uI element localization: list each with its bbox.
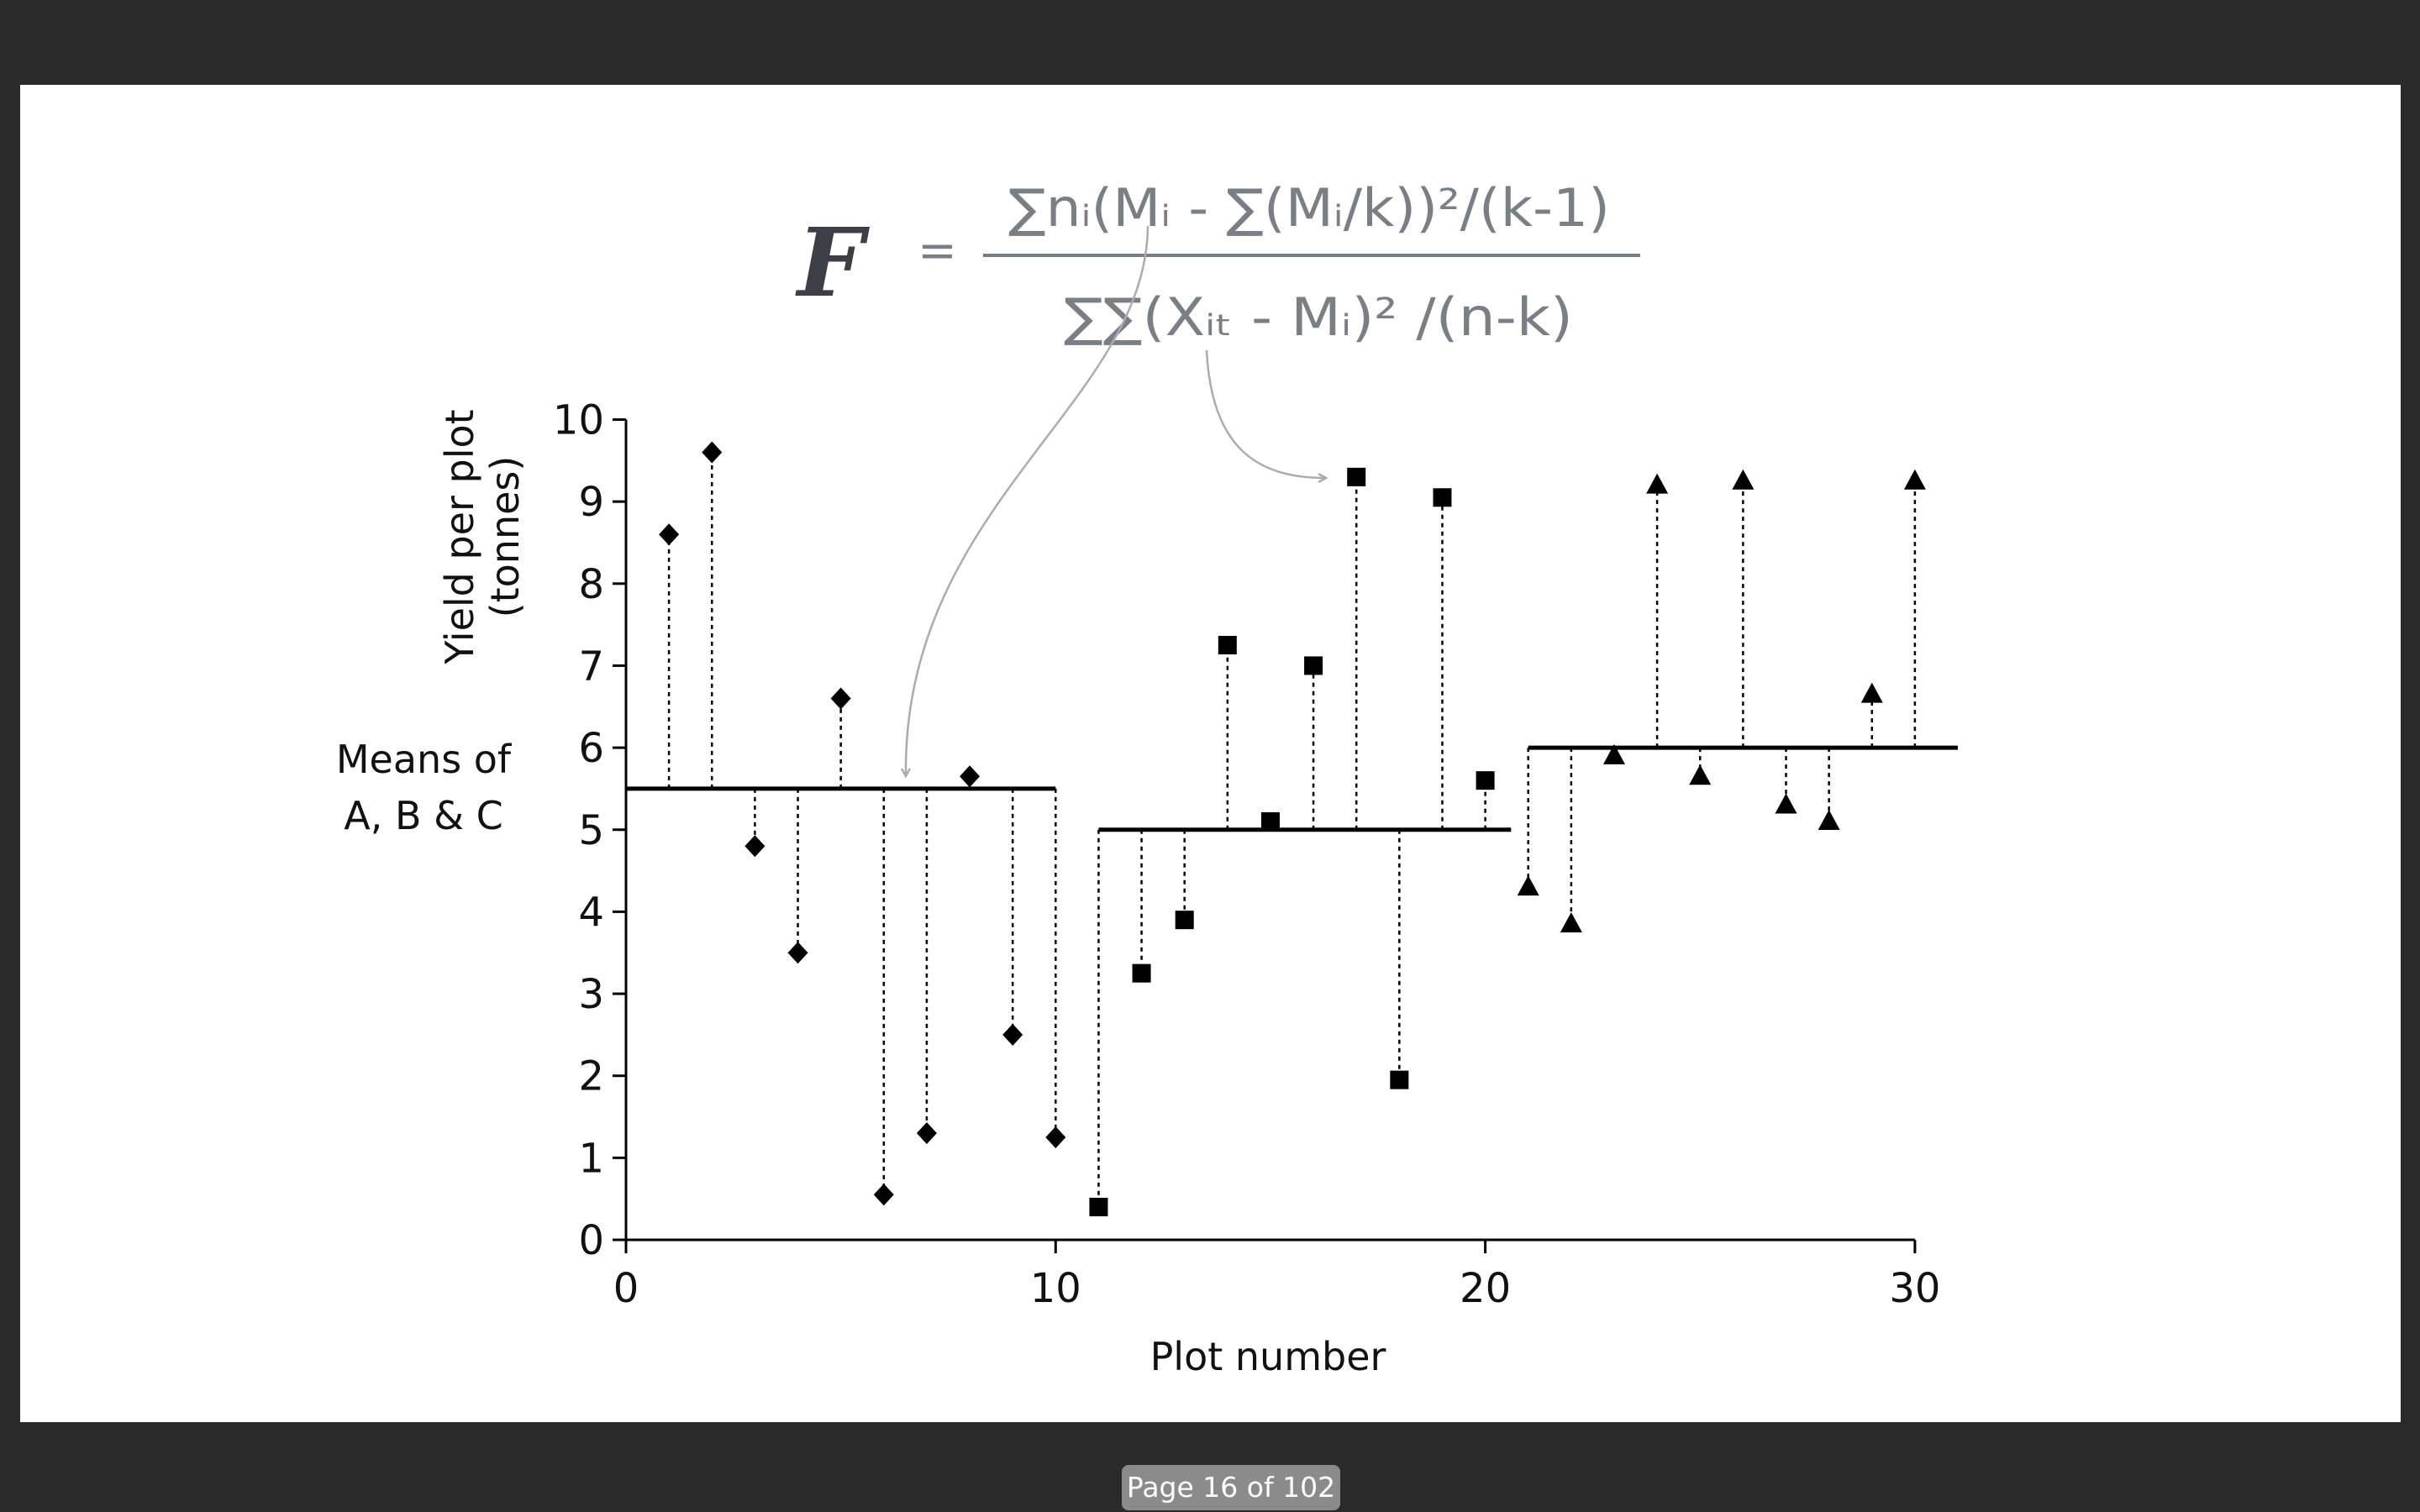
y-tick-label: 7: [578, 643, 604, 690]
chart: F = ∑nᵢ(Mᵢ - ∑(Mᵢ/k))²/(k-1) ∑∑(Xᵢₜ - Mᵢ…: [336, 177, 1959, 1379]
data-point-a-3: [744, 835, 765, 858]
data-point-a-7: [916, 1122, 937, 1145]
data-point-b-16: [1304, 656, 1323, 675]
data-point-a-1: [659, 523, 680, 546]
x-tick-label: 0: [613, 1265, 639, 1312]
data-point-b-18: [1390, 1070, 1409, 1089]
f-statistic-formula: F = ∑nᵢ(Mᵢ - ∑(Mᵢ/k))²/(k-1) ∑∑(Xᵢₜ - Mᵢ…: [795, 177, 1640, 776]
data-point-b-20: [1476, 771, 1495, 790]
residual-lines: [667, 452, 1917, 1207]
x-tick-label: 30: [1889, 1265, 1940, 1312]
data-point-c-28: [1818, 809, 1840, 830]
y-tick-label: 3: [578, 971, 604, 1018]
arrow-to-observations: [1205, 349, 1326, 478]
data-point-b-12: [1132, 963, 1151, 983]
data-point-c-22: [1560, 912, 1582, 933]
data-point-b-17: [1347, 467, 1366, 486]
data-point-b-11: [1089, 1197, 1108, 1216]
data-point-b-14: [1218, 636, 1237, 655]
y-tick-label: 9: [578, 479, 604, 526]
means-label-line-2: A, B & C: [344, 793, 503, 838]
y-tick-label: 1: [578, 1135, 604, 1182]
y-tick-label: 5: [578, 807, 604, 854]
y-tick-label: 6: [578, 725, 604, 772]
y-tick-label: 10: [553, 397, 604, 444]
page-indicator: Page 16 of 102: [1122, 1465, 1340, 1510]
data-point-c-29: [1860, 682, 1883, 703]
data-point-c-30: [1903, 469, 1926, 490]
data-point-a-8: [960, 765, 981, 788]
y-tick-label: 2: [578, 1053, 604, 1100]
y-axis-label: Yield per plot (tonnes): [437, 409, 528, 664]
x-tick-label: 20: [1460, 1265, 1511, 1312]
y-tick-label: 4: [578, 889, 604, 936]
data-point-c-26: [1732, 469, 1754, 490]
data-points: [659, 441, 1926, 1216]
y-axis-label-line-2: (tonnes): [482, 456, 528, 618]
slide: F = ∑nᵢ(Mᵢ - ∑(Mᵢ/k))²/(k-1) ∑∑(Xᵢₜ - Mᵢ…: [20, 85, 2401, 1510]
data-point-c-23: [1602, 743, 1625, 764]
data-point-c-21: [1517, 875, 1539, 896]
means-label-line-1: Means of: [336, 737, 513, 782]
axes: [613, 418, 1917, 1253]
tick-labels: 0 1 2 3 4 5 6 7 8 9 10 0 10 20 30: [553, 397, 1941, 1313]
data-point-a-6: [873, 1184, 894, 1206]
data-point-b-13: [1175, 911, 1194, 930]
data-point-a-9: [1002, 1023, 1023, 1046]
data-point-a-10: [1045, 1126, 1066, 1148]
formula-lhs: F: [795, 208, 871, 318]
formula-numerator: ∑nᵢ(Mᵢ - ∑(Mᵢ/k))²/(k-1): [1008, 177, 1610, 239]
group-mean-lines: [626, 745, 1959, 832]
data-point-a-4: [787, 942, 808, 964]
y-axis-label-line-1: Yield per plot: [437, 409, 482, 664]
x-tick-label: 10: [1030, 1265, 1081, 1312]
data-point-b-19: [1433, 488, 1452, 507]
x-axis-label: Plot number: [1150, 1334, 1386, 1379]
data-point-b-15: [1260, 811, 1280, 831]
data-point-a-2: [702, 441, 723, 464]
data-point-c-27: [1775, 793, 1797, 814]
y-tick-label: 8: [578, 561, 604, 608]
formula-denominator: ∑∑(Xᵢₜ - Mᵢ)² /(n-k): [1064, 286, 1573, 348]
data-point-a-5: [830, 687, 851, 710]
y-tick-label: 0: [578, 1217, 604, 1264]
data-point-c-25: [1689, 764, 1712, 785]
data-point-c-24: [1646, 473, 1669, 494]
arrow-to-means: [906, 225, 1150, 776]
formula-equals: =: [918, 223, 957, 278]
